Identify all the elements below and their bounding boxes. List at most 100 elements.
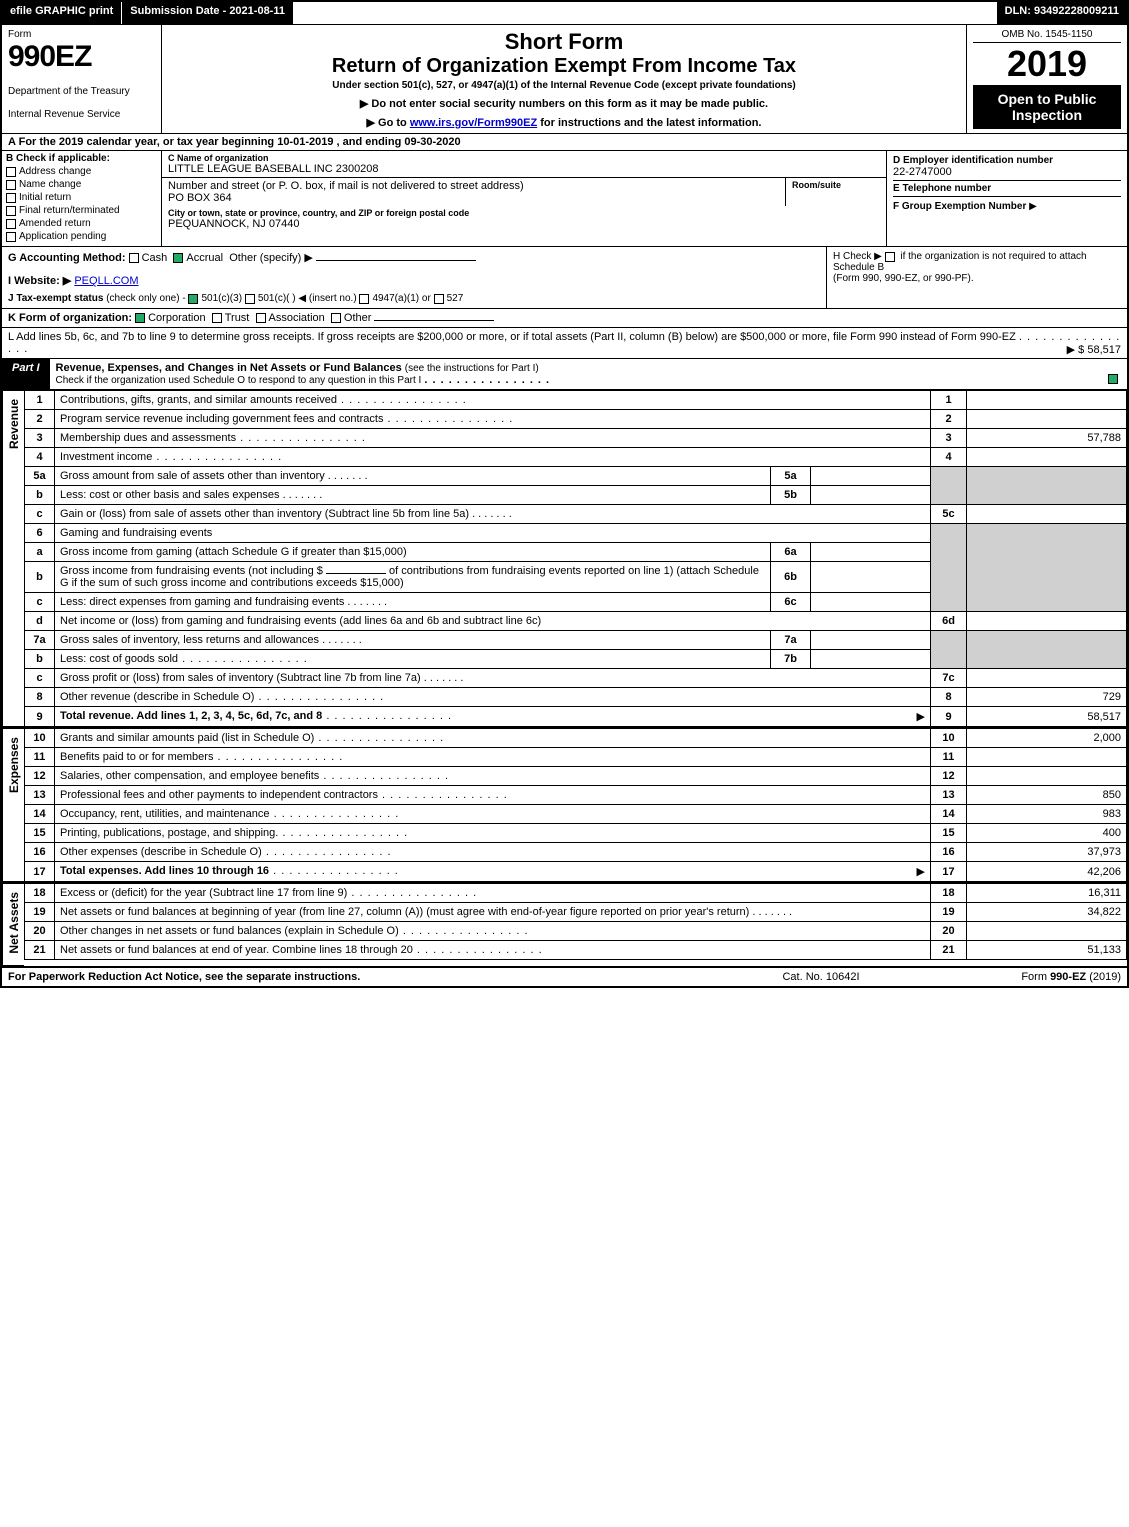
tax-year: 2019 [973, 43, 1121, 85]
goto-link[interactable]: www.irs.gov/Form990EZ [410, 117, 537, 129]
expenses-side-label: Expenses [2, 728, 24, 882]
line-10: 10Grants and similar amounts paid (list … [25, 729, 1127, 748]
chk-amended-return[interactable]: Amended return [6, 218, 157, 229]
footer-form-num: 990-EZ [1050, 971, 1086, 983]
K-assoc: Association [269, 312, 325, 324]
I-label: I Website: ▶ [8, 275, 71, 287]
goto-post: for instructions and the latest informat… [537, 117, 761, 129]
K-trust: Trust [225, 312, 250, 324]
chk-part1-scho[interactable] [1108, 374, 1118, 384]
section-H: H Check ▶ if the organization is not req… [827, 247, 1127, 308]
F-label: F Group Exemption Number [893, 201, 1026, 212]
chk-other-org[interactable] [331, 313, 341, 323]
l4-num: 4 [25, 448, 55, 467]
chk-corporation[interactable] [135, 313, 145, 323]
G-other-input[interactable] [316, 260, 476, 261]
l16-desc: Other expenses (describe in Schedule O) [60, 846, 262, 858]
H-text1: H Check ▶ [833, 251, 885, 262]
chk-association[interactable] [256, 313, 266, 323]
chk-address-change[interactable]: Address change [6, 166, 157, 177]
l11-desc: Benefits paid to or for members [60, 751, 213, 763]
l6-shade-box [931, 524, 967, 612]
l7c-num: c [25, 669, 55, 688]
l4-val [967, 448, 1127, 467]
l9-box: 9 [931, 707, 967, 727]
l19-desc: Net assets or fund balances at beginning… [60, 906, 749, 918]
line-6d: d Net income or (loss) from gaming and f… [25, 612, 1127, 631]
l14-val: 983 [967, 805, 1127, 824]
chk-501c3[interactable] [188, 294, 198, 304]
l14-box: 14 [931, 805, 967, 824]
l18-desc: Excess or (deficit) for the year (Subtra… [60, 887, 347, 899]
l21-desc: Net assets or fund balances at end of ye… [60, 944, 413, 956]
l7a-desc: Gross sales of inventory, less returns a… [60, 634, 319, 646]
l17-desc: Total expenses. Add lines 10 through 16 [60, 865, 269, 877]
l1-num: 1 [25, 391, 55, 410]
section-C: C Name of organization LITTLE LEAGUE BAS… [162, 151, 887, 246]
L-amount: ▶ $ 58,517 [1067, 343, 1121, 356]
efile-print-button[interactable]: efile GRAPHIC print [2, 2, 122, 24]
chk-initial-return[interactable]: Initial return [6, 192, 157, 203]
info-block: B Check if applicable: Address change Na… [2, 150, 1127, 246]
chk-cash[interactable] [129, 253, 139, 263]
l2-desc: Program service revenue including govern… [60, 413, 383, 425]
l6a-sub: 6a [771, 543, 811, 562]
goto-pre: Go to [378, 117, 410, 129]
l2-num: 2 [25, 410, 55, 429]
l20-num: 20 [25, 922, 55, 941]
top-bar: efile GRAPHIC print Submission Date - 20… [2, 2, 1127, 24]
l7b-sub: 7b [771, 650, 811, 669]
line-18: 18 Excess or (deficit) for the year (Subt… [25, 884, 1127, 903]
title-short-form: Short Form [172, 29, 956, 55]
l6b-desc1: Gross income from fundraising events (no… [60, 565, 323, 577]
J-4947: 4947(a)(1) or [372, 293, 430, 304]
l18-num: 18 [25, 884, 55, 903]
l10-num: 10 [25, 729, 55, 748]
footer-right: Form 990-EZ (2019) [921, 971, 1121, 983]
chk-4947[interactable] [359, 294, 369, 304]
l11-num: 11 [25, 748, 55, 767]
J-label: J Tax-exempt status [8, 293, 103, 304]
l1-desc: Contributions, gifts, grants, and simila… [60, 394, 337, 406]
chk-name-change[interactable]: Name change [6, 179, 157, 190]
room-suite-label: Room/suite [786, 178, 886, 206]
chk-final-return[interactable]: Final return/terminated [6, 205, 157, 216]
l3-val: 57,788 [967, 429, 1127, 448]
chk-name-change-label: Name change [19, 179, 81, 190]
line-20: 20Other changes in net assets or fund ba… [25, 922, 1127, 941]
chk-application-pending[interactable]: Application pending [6, 231, 157, 242]
chk-final-return-label: Final return/terminated [19, 205, 120, 216]
line-8: 8 Other revenue (describe in Schedule O)… [25, 688, 1127, 707]
part1-sub: (see the instructions for Part I) [405, 363, 539, 374]
header-left: Form 990EZ Department of the Treasury In… [2, 25, 162, 133]
l6b-amount-input[interactable] [326, 573, 386, 574]
l9-val: 58,517 [967, 707, 1127, 727]
revenue-side-label: Revenue [2, 390, 24, 727]
l7c-desc: Gross profit or (loss) from sales of inv… [60, 672, 421, 684]
l10-box: 10 [931, 729, 967, 748]
G-cash: Cash [142, 252, 168, 264]
l3-desc: Membership dues and assessments [60, 432, 236, 444]
line-15: 15Printing, publications, postage, and s… [25, 824, 1127, 843]
l13-desc: Professional fees and other payments to … [60, 789, 378, 801]
warn-text: Do not enter social security numbers on … [371, 98, 768, 110]
website-link[interactable]: PEQLL.COM [74, 275, 138, 287]
chk-501c[interactable] [245, 294, 255, 304]
chk-application-pending-label: Application pending [19, 231, 106, 242]
expenses-table: 10Grants and similar amounts paid (list … [24, 728, 1127, 882]
l7-shade-val [967, 631, 1127, 669]
K-other-input[interactable] [374, 320, 494, 321]
header-right: OMB No. 1545-1150 2019 Open to Public In… [967, 25, 1127, 133]
l7b-desc: Less: cost of goods sold [60, 653, 178, 665]
l7a-sv [811, 631, 931, 650]
chk-527[interactable] [434, 294, 444, 304]
chk-accrual[interactable] [173, 253, 183, 263]
line-16: 16Other expenses (describe in Schedule O… [25, 843, 1127, 862]
chk-H[interactable] [885, 252, 895, 262]
l5a-desc: Gross amount from sale of assets other t… [60, 470, 325, 482]
section-A-text: For the 2019 calendar year, or tax year … [19, 136, 461, 148]
l5ab-shade-box [931, 467, 967, 505]
chk-trust[interactable] [212, 313, 222, 323]
l5b-desc: Less: cost or other basis and sales expe… [60, 489, 280, 501]
l10-val: 2,000 [967, 729, 1127, 748]
